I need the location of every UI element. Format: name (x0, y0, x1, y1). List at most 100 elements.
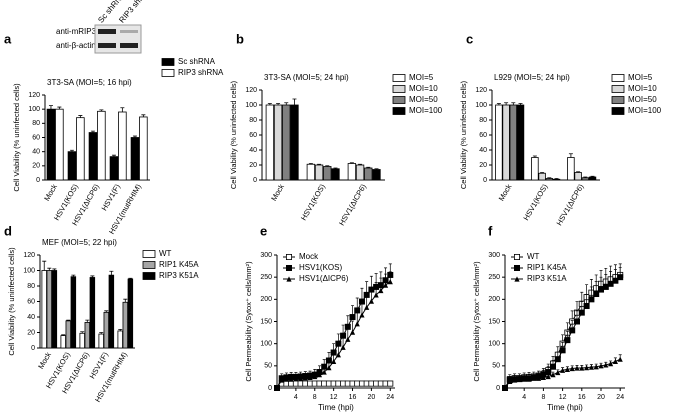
x-tick-label: 16 (349, 394, 357, 401)
marker (521, 376, 527, 382)
bar (347, 163, 357, 181)
y-tick-label: 80 (32, 120, 40, 127)
x-tick-label: Mock (269, 182, 286, 202)
marker (574, 318, 581, 325)
bar (103, 311, 110, 349)
bar (55, 108, 64, 181)
panel-label: b (236, 31, 244, 46)
x-tick-label: HSV1(F) (100, 182, 123, 212)
blot-band (98, 43, 116, 48)
y-tick-label: 80 (479, 117, 487, 124)
panel: e 0 50 100 150 200 250 300 Cell Permeability (Sy… (244, 223, 395, 412)
bar (323, 166, 332, 181)
bar (118, 111, 127, 181)
error-bar (366, 166, 371, 168)
marker (564, 337, 571, 344)
legend-label: HSV1(KOS) (299, 263, 342, 272)
marker (579, 365, 585, 371)
y-tick-label: 20 (249, 162, 257, 169)
blot-band (120, 30, 138, 33)
y-tick-label: 40 (479, 147, 487, 154)
bar (265, 104, 275, 181)
y-tick-label: 120 (475, 87, 487, 94)
y-tick-label: 40 (27, 314, 35, 321)
legend-label: MOI=100 (628, 106, 662, 115)
bar (89, 277, 96, 349)
error-bar (554, 178, 559, 180)
legend-label: Mock (299, 252, 319, 261)
legend-label: RIP3 K51A (159, 271, 199, 280)
error-bar (48, 105, 53, 110)
bar (509, 104, 518, 181)
error-bar (308, 163, 313, 165)
y-tick-label: 80 (27, 283, 35, 290)
error-bar (61, 334, 66, 336)
y-tick-label: 20 (32, 163, 40, 170)
panel-label: d (4, 223, 12, 238)
bar (495, 104, 503, 181)
marker (588, 364, 594, 370)
marker (288, 376, 294, 382)
legend-label: MOI=5 (409, 73, 434, 82)
legend-swatch (161, 69, 175, 77)
legend-label: MOI=10 (628, 84, 657, 93)
western-blot: Sc shRNA RIP3 shRNA anti-mRIP3 anti-β-ac… (56, 0, 154, 54)
bar (516, 104, 525, 181)
bar (117, 330, 123, 349)
marker (345, 336, 351, 342)
error-bar (90, 130, 95, 133)
marker (359, 312, 365, 318)
error-bar (284, 102, 289, 105)
error-bar (511, 102, 516, 105)
y-tick-label: 40 (32, 149, 40, 156)
y-tick-label: 60 (479, 132, 487, 139)
blot-lane-label: RIP3 shRNA (117, 0, 153, 25)
x-tick-label: 8 (313, 394, 317, 401)
y-tick-label: 60 (27, 298, 35, 305)
bar (51, 270, 58, 349)
legend-swatch (611, 74, 625, 82)
y-tick-label: 100 (488, 341, 500, 348)
bar (65, 320, 72, 349)
x-tick-label: 4 (294, 394, 298, 401)
y-tick-label: 250 (488, 274, 500, 281)
marker (569, 365, 575, 372)
error-bar (590, 175, 595, 177)
bar (108, 274, 115, 349)
marker (578, 309, 585, 316)
y-tick-label: 0 (496, 385, 500, 392)
bar (364, 167, 373, 181)
bar (314, 164, 324, 181)
legend-label: MOI=50 (628, 95, 657, 104)
y-tick-label: 60 (249, 132, 257, 139)
y-tick-label: 200 (488, 296, 500, 303)
y-tick-label: 300 (260, 252, 272, 259)
x-axis-label: Time (hpi) (318, 403, 354, 412)
y-tick-label: 0 (268, 385, 272, 392)
error-bar (120, 107, 125, 112)
marker (540, 374, 546, 380)
error-bar (496, 103, 501, 105)
marker (349, 314, 356, 321)
marker (617, 356, 623, 362)
bar (355, 164, 365, 181)
y-tick-label: 120 (28, 92, 40, 99)
marker (536, 375, 542, 381)
marker (312, 373, 318, 380)
panel-label: c (466, 31, 473, 46)
bar (552, 178, 561, 181)
y-tick-label: 0 (253, 177, 257, 184)
error-bar (71, 274, 76, 277)
y-tick-label: 150 (488, 318, 500, 325)
y-tick-label: 50 (264, 363, 272, 370)
bar (331, 168, 340, 181)
error-bar (576, 171, 581, 173)
y-tick-label: 120 (23, 252, 35, 259)
marker (354, 321, 360, 327)
bar (581, 177, 590, 181)
legend-swatch (611, 96, 625, 104)
bar (306, 163, 316, 181)
bar (88, 132, 98, 181)
bar (122, 301, 129, 349)
error-bar (141, 114, 146, 117)
